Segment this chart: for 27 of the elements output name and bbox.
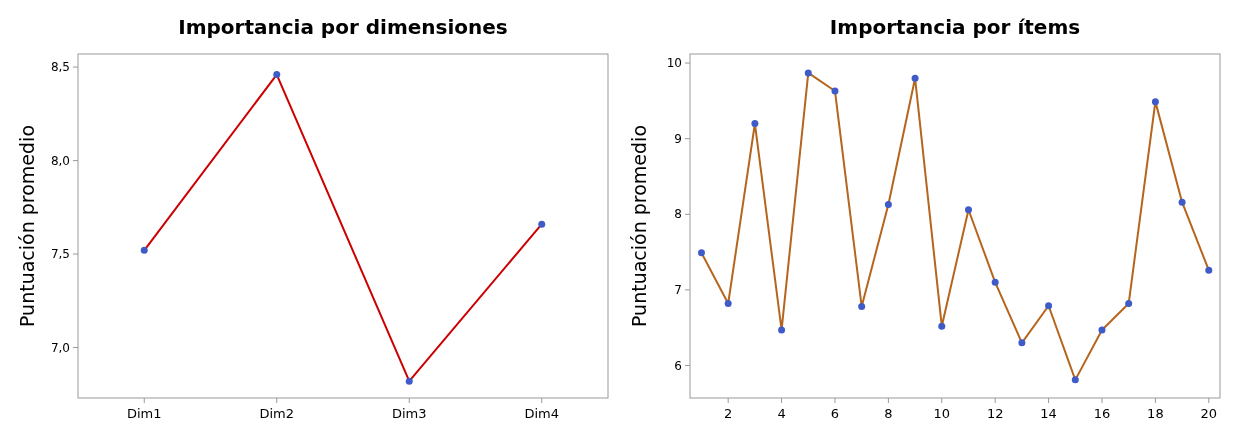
- x-tick-label: Dim3: [391, 406, 427, 421]
- x-tick-label: 4: [777, 406, 786, 421]
- y-tick-label: 10: [666, 56, 682, 71]
- x-tick-label: 2: [724, 406, 733, 421]
- chart-title: Importancia por ítems: [829, 15, 1081, 39]
- x-tick-label: Dim1: [126, 406, 162, 421]
- y-tick-label: 7: [674, 283, 682, 298]
- y-tick-label: 7,0: [50, 340, 70, 355]
- x-tick-label: 16: [1093, 406, 1111, 421]
- x-tick-label: 12: [986, 406, 1004, 421]
- x-tick-label: 14: [1040, 406, 1057, 421]
- y-tick-label: 7,5: [50, 247, 70, 262]
- x-tick-label: 8: [884, 406, 893, 421]
- x-tick-label: Dim2: [259, 406, 295, 421]
- y-tick-label: 8,0: [50, 153, 70, 168]
- y-tick-label: 6: [674, 358, 682, 373]
- x-tick-label: Dim4: [524, 406, 560, 421]
- x-tick-label: 18: [1147, 406, 1164, 421]
- y-axis-title: Puntuación promedio: [16, 124, 38, 328]
- y-tick-label: 8: [674, 207, 682, 222]
- y-axis-title: Puntuación promedio: [628, 124, 650, 328]
- x-tick-label: 10: [933, 406, 951, 421]
- x-tick-label: 6: [830, 406, 840, 421]
- chart-title: Importancia por dimensiones: [178, 15, 508, 39]
- x-tick-label: 20: [1200, 406, 1218, 421]
- y-tick-label: 9: [674, 131, 682, 146]
- y-tick-label: 8,5: [50, 60, 70, 75]
